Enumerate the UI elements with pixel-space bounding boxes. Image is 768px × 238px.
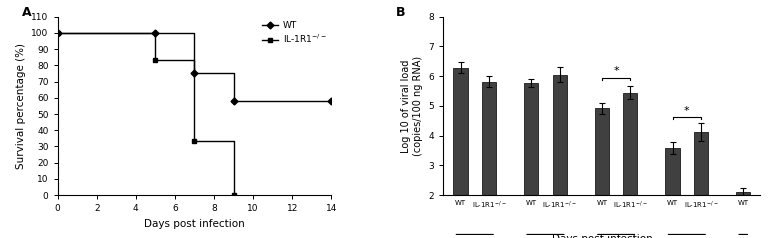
Bar (624, 93, 637, 195)
Bar (524, 83, 538, 195)
Bar (482, 81, 496, 195)
Legend: WT, IL-1R1$^{-/-}$: WT, IL-1R1$^{-/-}$ (262, 21, 326, 45)
Bar (552, 75, 567, 195)
Text: B: B (396, 6, 406, 19)
Bar (453, 68, 468, 195)
X-axis label: Days post infection: Days post infection (144, 219, 245, 229)
Bar (665, 148, 680, 195)
Bar (694, 132, 708, 195)
Text: *: * (614, 66, 619, 76)
X-axis label: Days post infection: Days post infection (551, 233, 652, 238)
Y-axis label: Log 10 of viral load
(copies/100 ng RNA): Log 10 of viral load (copies/100 ng RNA) (401, 56, 423, 156)
Y-axis label: Survival percentage (%): Survival percentage (%) (16, 43, 26, 169)
Text: A: A (22, 6, 31, 19)
Bar (736, 192, 750, 195)
Text: *: * (684, 106, 690, 116)
Bar (594, 108, 609, 195)
